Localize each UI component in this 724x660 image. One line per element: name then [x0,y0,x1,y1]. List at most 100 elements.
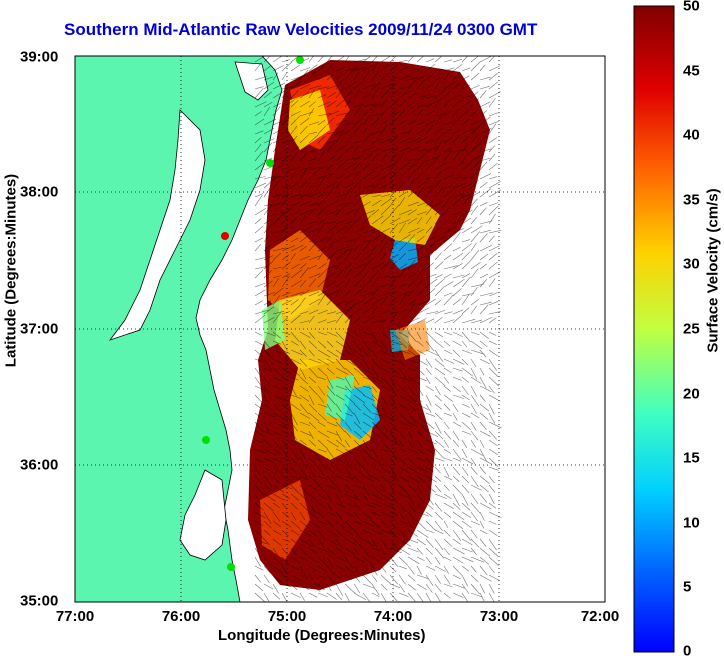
velocity-vector [353,502,362,511]
velocity-vector [470,319,483,324]
velocity-vector [263,448,277,456]
velocity-vector [398,340,407,349]
velocity-vector [344,136,353,144]
velocity-vector [299,430,311,436]
velocity-vector [443,331,453,336]
velocity-vector [299,289,310,297]
velocity-vector [380,421,388,432]
velocity-vector [380,98,388,108]
velocity-vector [470,538,480,548]
velocity-vector [443,166,453,171]
velocity-vector [308,171,318,180]
velocity-vector [407,248,417,252]
velocity-vector [308,475,320,485]
velocity-vector [362,529,372,534]
velocity-vector [416,376,427,382]
velocity-vector [281,206,294,216]
velocity-vector [254,218,262,225]
velocity-vector [281,91,288,99]
velocity-vector [299,511,306,521]
velocity-vector [263,188,270,198]
velocity-vector [470,475,479,487]
velocity-vector [398,529,408,538]
velocity-vector [380,73,390,81]
velocity-vector [308,191,322,198]
velocity-vector [398,309,407,315]
radar-site-marker [221,232,229,240]
velocity-vector [488,529,498,536]
velocity-vector [326,156,336,162]
velocity-vector [443,292,453,297]
velocity-vector [425,157,438,162]
velocity-vector [461,511,472,519]
velocity-vector [308,511,319,520]
velocity-vector [254,62,262,72]
velocity-vector [353,192,362,198]
velocity-vector [470,305,477,315]
velocity-vector [407,484,416,492]
velocity-vector [461,385,469,396]
velocity-vector [443,574,451,585]
velocity-vector [452,58,463,63]
velocity-vector [272,106,281,117]
velocity-vector [434,128,443,135]
velocity-vector [335,202,350,207]
velocity-vector [263,340,271,349]
velocity-vector [362,475,374,482]
velocity-vector [272,252,282,261]
velocity-vector [317,385,325,396]
velocity-vector [308,376,317,384]
velocity-vector [389,90,398,99]
velocity-vector [416,421,428,432]
velocity-vector [263,306,275,315]
velocity-vector [299,493,310,503]
velocity-vector [434,97,442,108]
velocity-vector [281,529,289,537]
velocity-vector [263,317,275,324]
velocity-vector [434,316,443,324]
velocity-vector [443,91,450,99]
velocity-vector [353,412,361,424]
velocity-vector [353,493,361,502]
velocity-vector [434,502,443,512]
velocity-vector [452,298,462,306]
velocity-vector [398,294,407,306]
velocity-vector [317,376,326,380]
velocity-vector [308,89,315,99]
velocity-vector [470,287,478,297]
velocity-vector [353,331,363,339]
velocity-vector [461,307,470,315]
velocity-vector [326,110,340,117]
velocity-vector [344,511,356,518]
velocity-vector [389,279,397,288]
velocity-vector [461,226,473,234]
velocity-vector [470,161,480,171]
velocity-vector [281,72,287,81]
velocity-vector [344,574,353,581]
velocity-vector [317,113,331,117]
velocity-vector [263,547,273,552]
velocity-vector [353,385,365,396]
velocity-vector [488,235,495,243]
velocity-vector [326,241,335,252]
velocity-vector [479,574,492,582]
velocity-vector [434,493,447,499]
velocity-vector [371,448,379,459]
velocity-vector [488,253,498,261]
velocity-vector [434,226,442,234]
velocity-vector [425,273,437,279]
velocity-vector [470,349,485,355]
velocity-vector [281,109,289,117]
velocity-vector [299,84,311,90]
velocity-vector [272,128,283,135]
velocity-vector [272,266,282,270]
velocity-vector [488,466,499,471]
velocity-vector [272,65,284,72]
velocity-vector [389,64,398,72]
velocity-vector [362,484,370,497]
velocity-vector [488,278,496,288]
velocity-vector [443,430,452,440]
velocity-vector [434,448,445,459]
velocity-vector [389,147,400,153]
velocity-vector [272,511,281,522]
